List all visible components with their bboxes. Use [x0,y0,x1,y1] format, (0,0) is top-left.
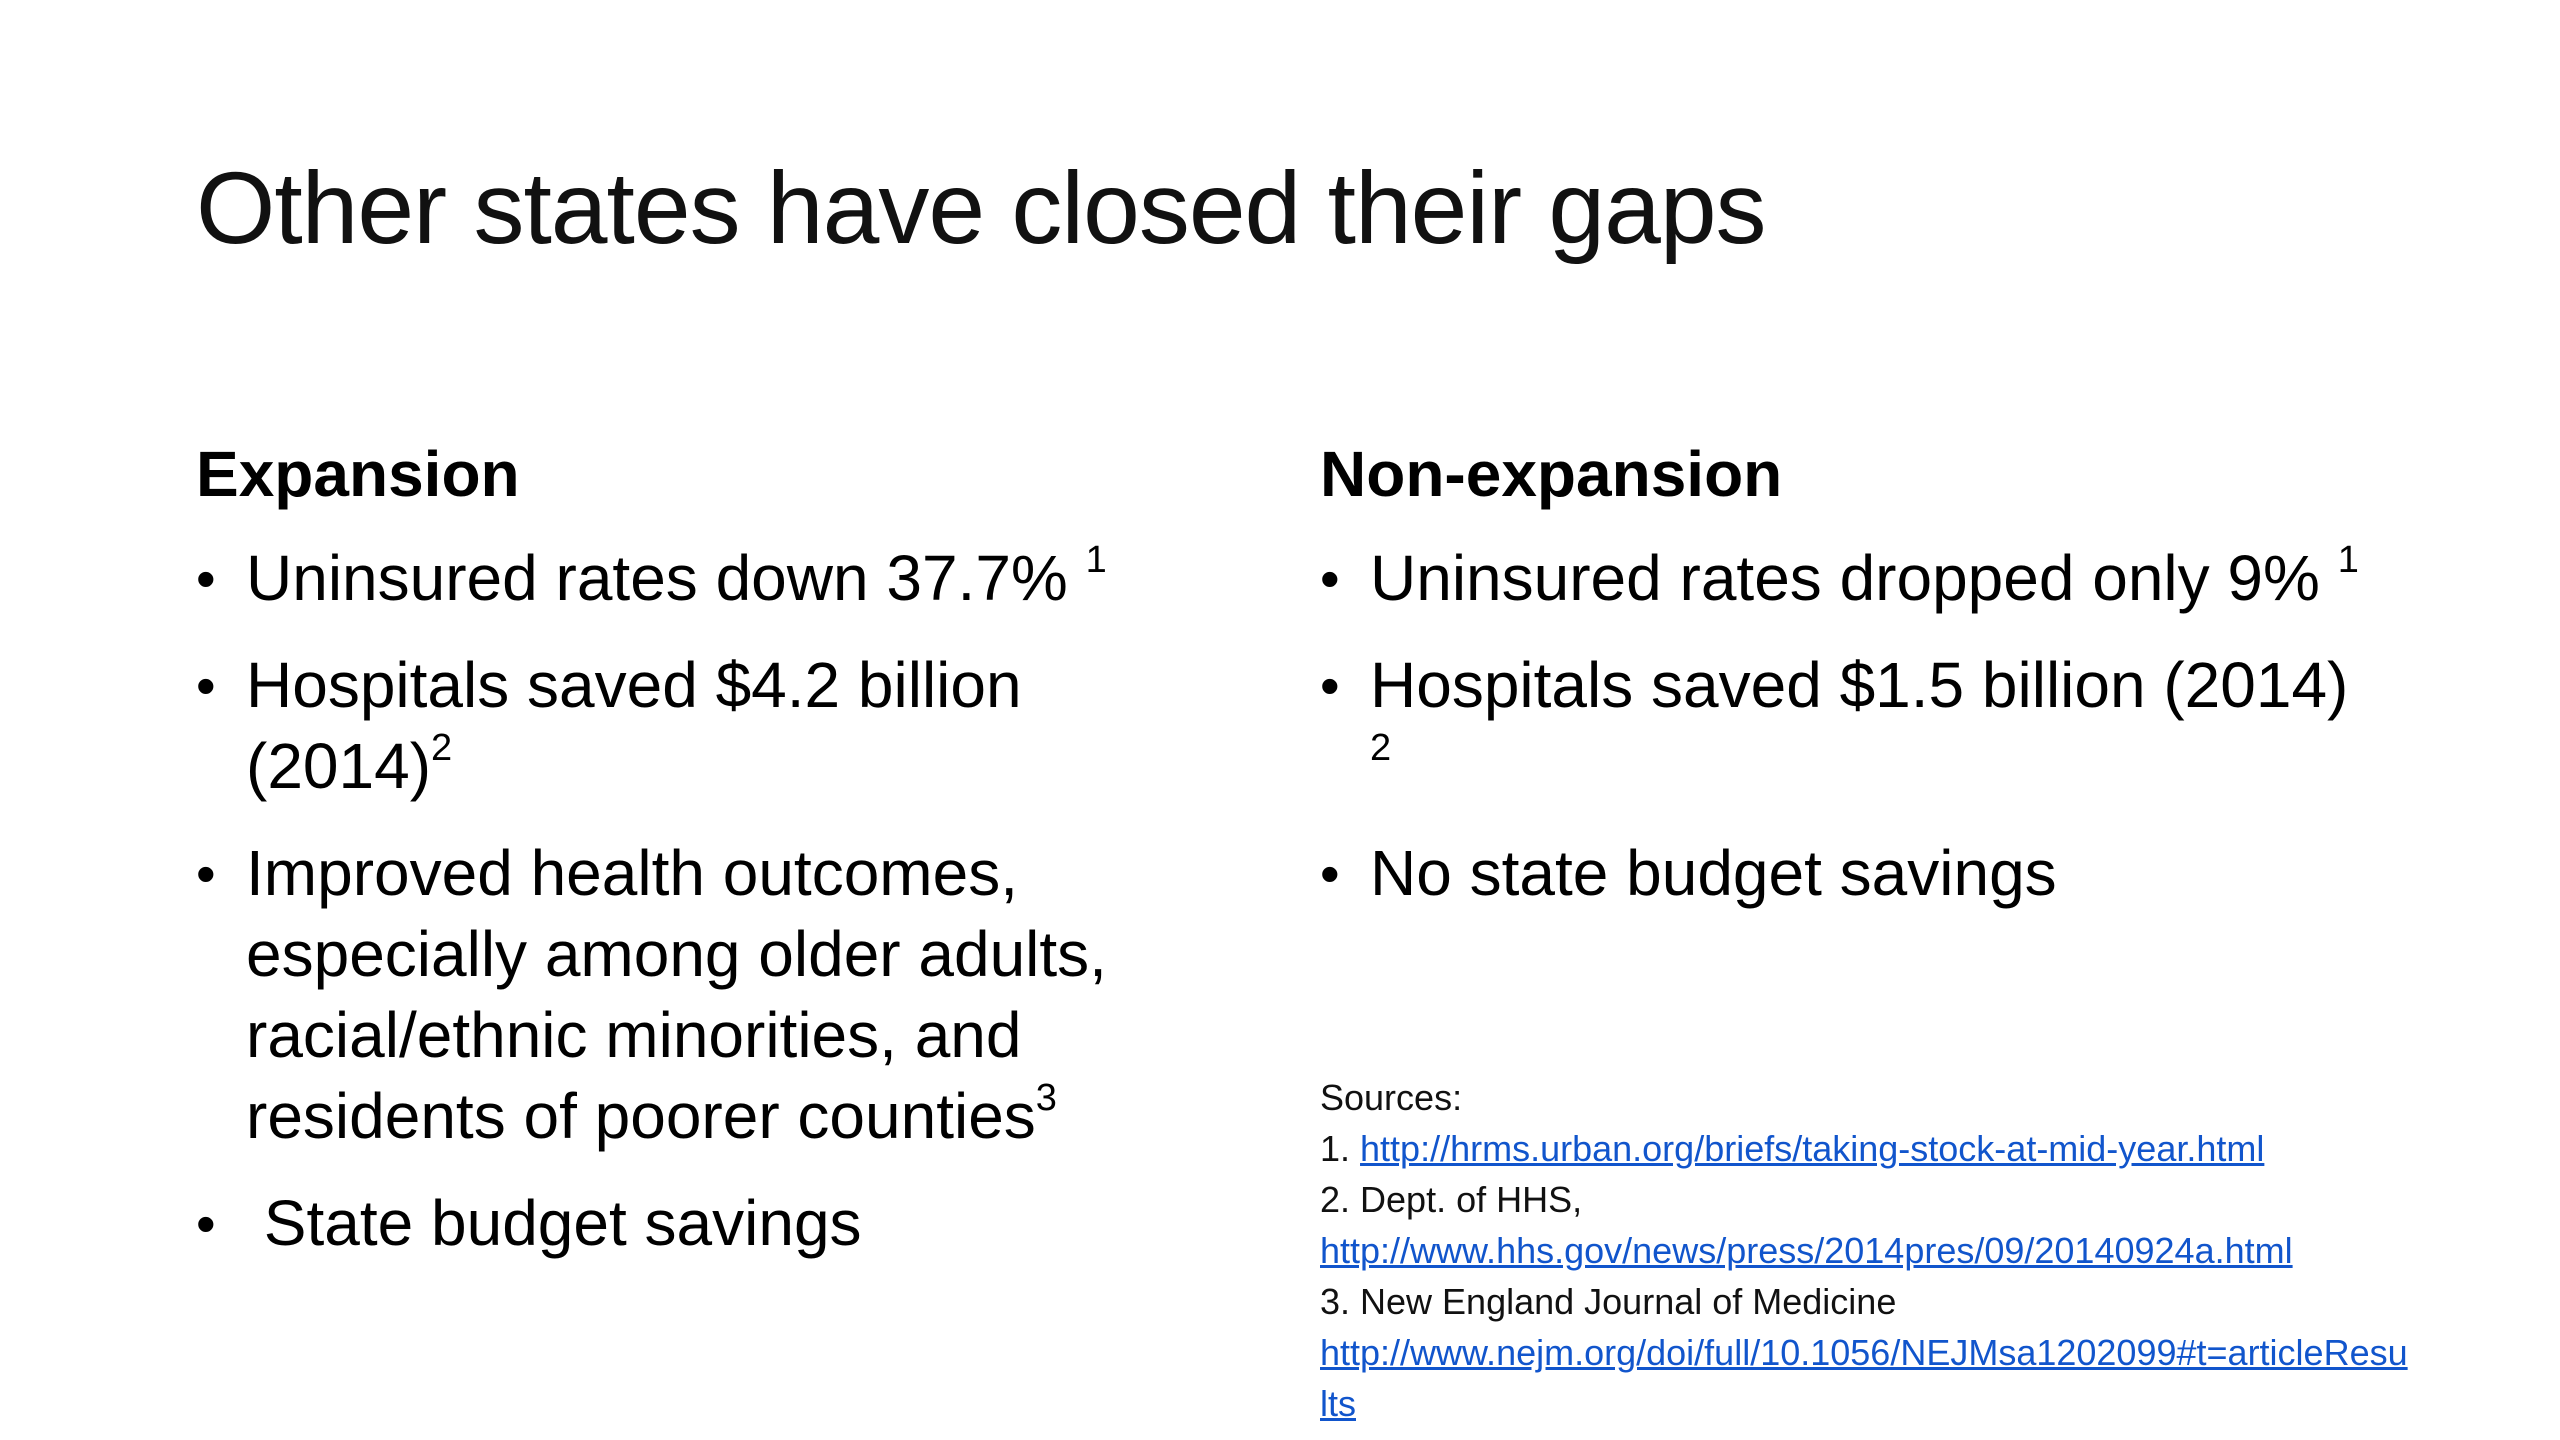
expansion-heading: Expansion [196,438,520,510]
bullet-icon: • [1320,547,1340,610]
bullet-icon: • [196,1192,216,1255]
source-3-label: 3. New England Journal of Medicine [1320,1281,1897,1322]
list-item: • Uninsured rates down 37.7% 1 [196,538,1196,619]
bullet-icon: • [196,654,216,717]
sources-block: Sources: 1. http://hrms.urban.org/briefs… [1320,1072,2550,1429]
bullet-icon: • [196,547,216,610]
source-3-link-continued[interactable]: lts [1320,1383,1356,1424]
list-item: • Hospitals saved $1.5 billion (2014) 2 [1320,645,2370,807]
source-3-cont: lts [1320,1378,2550,1429]
source-2: http://www.hhs.gov/news/press/2014pres/0… [1320,1225,2550,1276]
non-expansion-column: Non-expansion • Uninsured rates dropped o… [1320,432,2520,940]
bullet-icon: • [1320,654,1340,717]
sources-label: Sources: [1320,1077,1463,1118]
list-item: • Uninsured rates dropped only 9% 1 [1320,538,2370,619]
source-2-link[interactable]: http://www.hhs.gov/news/press/2014pres/0… [1320,1230,2293,1271]
non-expansion-list: • Uninsured rates dropped only 9% 1 • Hosp… [1320,538,2520,914]
source-1-link[interactable]: http://hrms.urban.org/briefs/taking-stoc… [1360,1128,2265,1169]
list-item: • Hospitals saved $4.2 billion (2014)2 [196,645,1126,807]
expansion-column: Expansion • Uninsured rates down 37.7% 1 … [196,432,1196,1290]
bullet-icon: • [1320,842,1340,905]
non-expansion-heading: Non-expansion [1320,438,1783,510]
source-3-link[interactable]: http://www.nejm.org/doi/full/10.1056/NEJ… [1320,1332,2408,1373]
list-item: • Improved health outcomes, especially am… [196,833,1246,1157]
slide-title: Other states have closed their gaps [196,151,1767,265]
bullet-icon: • [196,842,216,905]
list-item: • No state budget savings [1320,833,2520,914]
source-2-label: 2. Dept. of HHS, [1320,1179,1583,1220]
expansion-list: • Uninsured rates down 37.7% 1 • Hospitals… [196,538,1196,1264]
source-3: http://www.nejm.org/doi/full/10.1056/NEJ… [1320,1327,2550,1378]
list-item: • State budget savings [196,1183,1196,1264]
source-1: 1. http://hrms.urban.org/briefs/taking-s… [1320,1128,2265,1169]
